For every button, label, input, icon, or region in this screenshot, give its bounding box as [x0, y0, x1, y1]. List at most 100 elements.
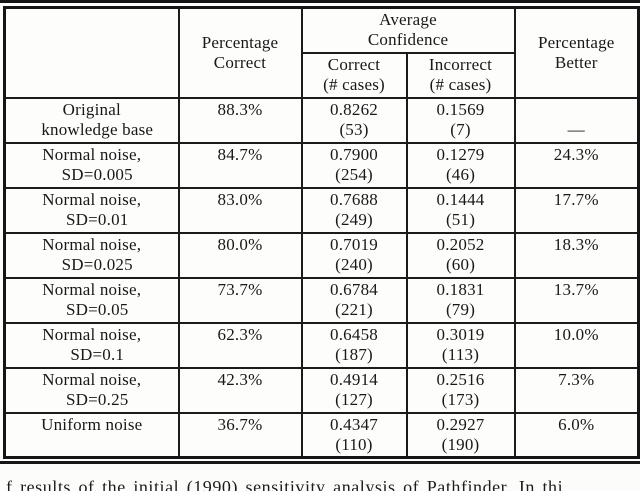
case-count: (46): [445, 164, 476, 184]
value: 24.3%: [553, 144, 599, 164]
cell-percentage-correct: 73.7%: [177, 276, 303, 324]
cell-row-label: Normal noise, SD=0.1: [3, 321, 180, 369]
case-count: (221): [335, 299, 373, 319]
header-line: Incorrect: [428, 55, 493, 74]
value: 83.0%: [217, 189, 263, 209]
value: 0.4347: [330, 414, 378, 434]
cell-confidence-incorrect: 0.2052 (60): [405, 231, 516, 279]
value: 0.2927: [436, 414, 485, 434]
sensitivity-results-table: Percentage Correct Average Confidence Pe…: [3, 6, 640, 459]
cell-confidence-correct: 0.6458 (187): [300, 321, 408, 369]
table-row-uniform-noise: Uniform noise 36.7% 0.4347 (110) 0.2927 …: [3, 411, 640, 459]
cell-row-label: Original knowledge base: [3, 96, 180, 144]
label-line: SD=0.025: [61, 254, 133, 274]
subheader-incorrect: Incorrect (# cases): [405, 51, 516, 99]
cell-confidence-correct: 0.6784 (221): [300, 276, 408, 324]
value: 0.1831: [436, 279, 485, 299]
value: 36.7%: [217, 414, 263, 434]
cell-confidence-correct: 0.4347 (110): [300, 411, 408, 459]
cell-percentage-better: 17.7%: [513, 186, 640, 234]
value: 80.0%: [217, 234, 263, 254]
header-line: Percentage: [537, 32, 615, 52]
value: 0.1569: [436, 99, 485, 119]
cell-confidence-incorrect: 0.2516 (173): [405, 366, 516, 414]
value: 6.0%: [558, 414, 595, 434]
value: 0.8262: [330, 99, 378, 119]
label-line: SD=0.1: [70, 344, 125, 364]
cell-percentage-better: 6.0%: [513, 411, 640, 459]
cell-confidence-incorrect: 0.1279 (46): [405, 141, 516, 189]
case-count: (173): [441, 389, 480, 409]
case-count: (127): [335, 389, 373, 409]
value: 10.0%: [553, 324, 599, 344]
cell-confidence-correct: 0.4914 (127): [300, 366, 408, 414]
cell-row-label: Normal noise, SD=0.05: [3, 276, 180, 324]
case-count: (7): [450, 119, 471, 139]
header-empty: [3, 6, 180, 99]
cell-confidence-correct: 0.7019 (240): [300, 231, 408, 279]
cell-percentage-better: 18.3%: [513, 231, 640, 279]
label-line: SD=0.01: [66, 209, 129, 229]
cell-confidence-correct: 0.7688 (249): [300, 186, 408, 234]
case-count: (79): [445, 299, 476, 319]
value: 73.7%: [217, 279, 263, 299]
value: 0.2516: [436, 369, 485, 389]
label-line: SD=0.25: [66, 389, 129, 409]
label-line: Normal noise,: [42, 234, 142, 254]
table-row-noise-sd0005: Normal noise, SD=0.005 84.7% 0.7900 (254…: [3, 141, 640, 189]
value: 0.7019: [330, 234, 378, 254]
label-line: Uniform noise: [41, 414, 143, 434]
bottom-horizontal-rule: [0, 461, 640, 464]
label-line: Normal noise,: [42, 324, 142, 344]
cell-confidence-incorrect: 0.3019 (113): [405, 321, 516, 369]
value: 0.2052: [436, 234, 485, 254]
cell-percentage-correct: 42.3%: [177, 366, 303, 414]
case-count: (249): [335, 209, 373, 229]
case-count: (60): [445, 254, 476, 274]
cell-percentage-correct: 84.7%: [177, 141, 303, 189]
value: —: [567, 119, 585, 139]
label-line: SD=0.005: [61, 164, 133, 184]
cell-confidence-incorrect: 0.2927 (190): [405, 411, 516, 459]
value: [519, 210, 635, 230]
value: 7.3%: [558, 369, 595, 389]
value: 0.6458: [330, 324, 378, 344]
cell-row-label: Normal noise, SD=0.01: [3, 186, 180, 234]
case-count: (187): [335, 344, 373, 364]
value: [519, 390, 635, 410]
cell-percentage-correct: 80.0%: [177, 231, 303, 279]
cell-row-label: Normal noise, SD=0.005: [3, 141, 180, 189]
header-line: Better: [554, 52, 598, 72]
header-line: (# cases): [323, 75, 385, 94]
caption-text-clipped: f results of the initial (1990) sensitiv…: [6, 477, 564, 491]
value: [519, 345, 635, 365]
cell-row-label: Normal noise, SD=0.025: [3, 231, 180, 279]
label-line: knowledge base: [41, 119, 154, 139]
label-line: Original: [62, 99, 121, 119]
header-line: (# cases): [429, 75, 492, 94]
subheader-correct: Correct (# cases): [300, 51, 408, 99]
cell-percentage-better: —: [513, 96, 640, 144]
label-line: [9, 435, 175, 455]
table-row-noise-sd005: Normal noise, SD=0.05 73.7% 0.6784 (221)…: [3, 276, 640, 324]
value: 0.7900: [330, 144, 378, 164]
case-count: (254): [335, 164, 373, 184]
cell-percentage-better: 13.7%: [513, 276, 640, 324]
label-line: Normal noise,: [42, 279, 142, 299]
value: [519, 100, 635, 120]
header-line: Confidence: [367, 30, 449, 50]
case-count: (113): [441, 344, 480, 364]
value: 42.3%: [217, 369, 263, 389]
value: 18.3%: [553, 234, 599, 254]
header-average-confidence: Average Confidence: [300, 6, 516, 54]
header-row-1: Percentage Correct Average Confidence Pe…: [3, 6, 640, 99]
value: 0.1279: [436, 144, 485, 164]
cell-percentage-correct: 36.7%: [177, 411, 303, 459]
table-row-noise-sd01: Normal noise, SD=0.1 62.3% 0.6458 (187) …: [3, 321, 640, 369]
label-line: Normal noise,: [42, 369, 142, 389]
value: 0.6784: [330, 279, 378, 299]
case-count: (53): [339, 119, 369, 139]
cell-confidence-incorrect: 0.1444 (51): [405, 186, 516, 234]
label-line: Normal noise,: [42, 189, 142, 209]
header-line: Percentage: [201, 32, 279, 52]
